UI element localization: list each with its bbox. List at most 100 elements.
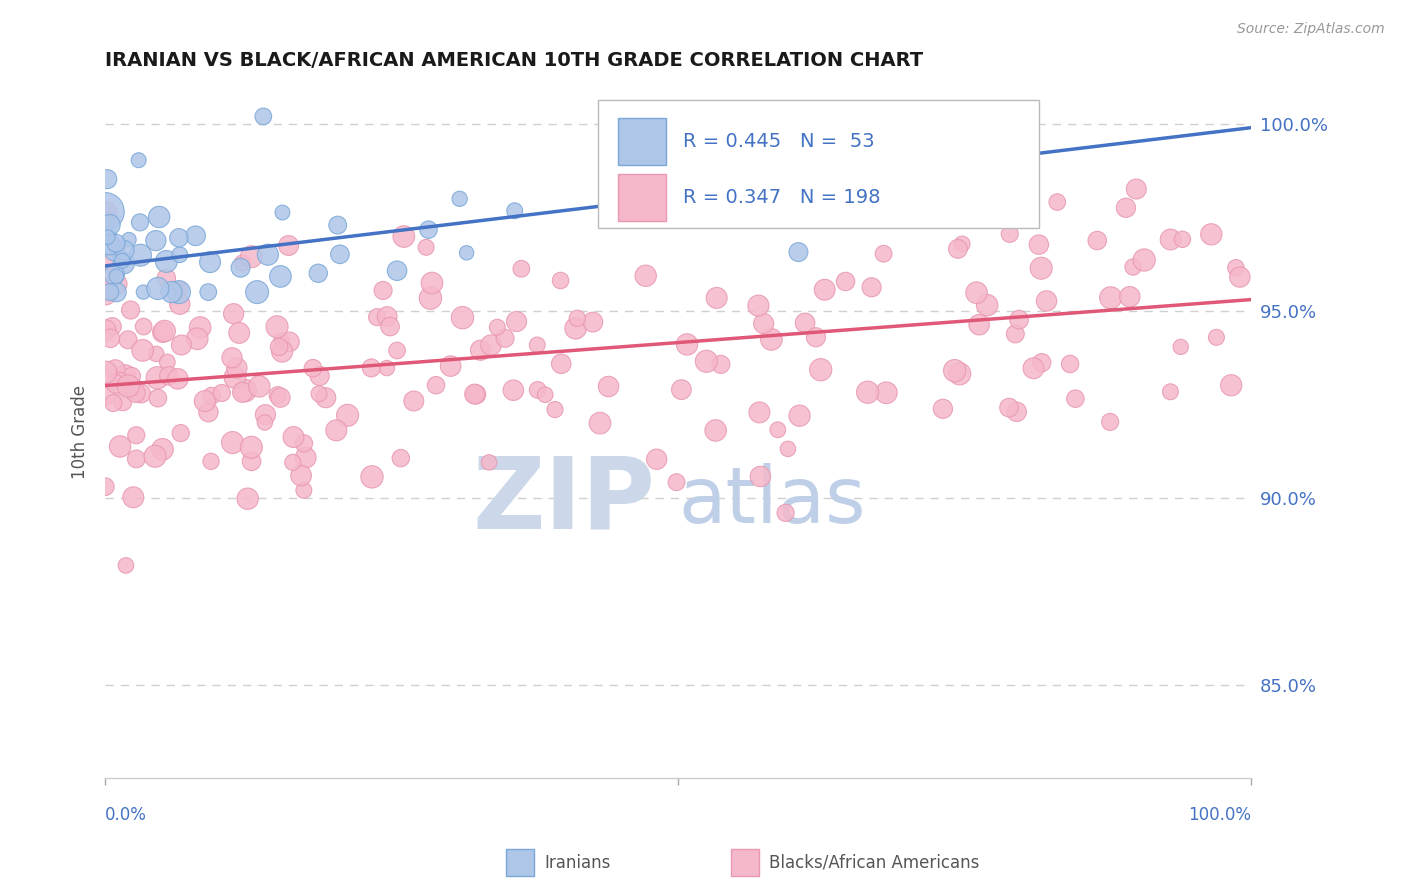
- Text: Source: ZipAtlas.com: Source: ZipAtlas.com: [1237, 22, 1385, 37]
- Point: [148, 210, 170, 224]
- Point: [1099, 415, 1122, 429]
- Point: [624, 167, 647, 181]
- Point: [169, 282, 191, 296]
- Point: [1220, 378, 1243, 392]
- Point: [1171, 232, 1194, 246]
- Point: [155, 254, 177, 268]
- Point: [932, 401, 955, 416]
- Point: [1170, 340, 1192, 354]
- Point: [240, 440, 263, 454]
- Point: [695, 354, 717, 368]
- Point: [856, 385, 879, 400]
- Point: [221, 351, 243, 365]
- Point: [105, 269, 128, 284]
- Point: [266, 319, 288, 334]
- Point: [108, 440, 131, 454]
- Point: [706, 291, 728, 305]
- Point: [143, 449, 166, 463]
- Point: [456, 245, 478, 260]
- Point: [534, 388, 557, 402]
- Point: [875, 385, 897, 400]
- Point: [375, 361, 398, 376]
- Point: [796, 156, 818, 170]
- Point: [221, 435, 243, 450]
- Text: 100.0%: 100.0%: [1188, 805, 1251, 823]
- Point: [1119, 290, 1142, 304]
- Point: [747, 299, 769, 313]
- Point: [170, 338, 193, 352]
- Point: [105, 236, 128, 251]
- Point: [188, 320, 211, 334]
- Point: [1122, 260, 1144, 274]
- Point: [550, 357, 572, 371]
- Point: [1064, 392, 1087, 406]
- Point: [1159, 384, 1181, 399]
- Point: [152, 326, 174, 340]
- Point: [167, 285, 190, 299]
- Bar: [617, 119, 665, 165]
- Point: [748, 405, 770, 419]
- Point: [752, 317, 775, 331]
- Point: [198, 255, 221, 269]
- Point: [567, 311, 589, 326]
- Point: [464, 387, 486, 401]
- Text: IRANIAN VS BLACK/AFRICAN AMERICAN 10TH GRADE CORRELATION CHART: IRANIAN VS BLACK/AFRICAN AMERICAN 10TH G…: [105, 51, 924, 70]
- Point: [146, 281, 169, 295]
- Point: [671, 383, 693, 397]
- Point: [197, 405, 219, 419]
- Point: [526, 383, 548, 397]
- Point: [111, 394, 134, 409]
- Point: [418, 222, 440, 236]
- Point: [710, 357, 733, 371]
- Point: [976, 298, 998, 312]
- Point: [105, 277, 128, 291]
- Point: [371, 284, 394, 298]
- Point: [246, 285, 269, 299]
- Point: [463, 387, 485, 401]
- Point: [378, 319, 401, 334]
- Point: [502, 383, 524, 397]
- Point: [582, 315, 605, 329]
- Point: [302, 361, 325, 376]
- Point: [449, 192, 471, 206]
- Point: [425, 378, 447, 392]
- Point: [589, 416, 612, 430]
- Point: [229, 260, 252, 275]
- Point: [503, 203, 526, 218]
- Point: [292, 483, 315, 498]
- Point: [114, 368, 136, 383]
- Point: [478, 455, 501, 469]
- Point: [627, 177, 650, 191]
- Point: [94, 204, 117, 219]
- Point: [860, 280, 883, 294]
- Point: [105, 285, 128, 299]
- Point: [166, 372, 188, 386]
- Point: [104, 362, 127, 376]
- Point: [118, 233, 141, 247]
- Point: [247, 379, 270, 393]
- Point: [1160, 233, 1182, 247]
- Point: [103, 396, 125, 410]
- Point: [308, 368, 330, 383]
- Point: [479, 338, 502, 352]
- Point: [152, 442, 174, 457]
- Point: [315, 391, 337, 405]
- Point: [197, 285, 219, 299]
- Text: ZIP: ZIP: [472, 453, 655, 549]
- Point: [810, 362, 832, 376]
- Point: [96, 172, 118, 186]
- Point: [645, 452, 668, 467]
- Point: [336, 409, 359, 423]
- Point: [794, 316, 817, 330]
- Point: [676, 337, 699, 351]
- Point: [108, 249, 131, 263]
- Point: [131, 343, 153, 358]
- Point: [232, 256, 254, 270]
- Point: [804, 330, 827, 344]
- Point: [104, 376, 127, 391]
- Point: [117, 379, 139, 393]
- Point: [598, 379, 620, 393]
- Point: [155, 271, 177, 285]
- Point: [1125, 182, 1147, 196]
- Point: [121, 369, 143, 384]
